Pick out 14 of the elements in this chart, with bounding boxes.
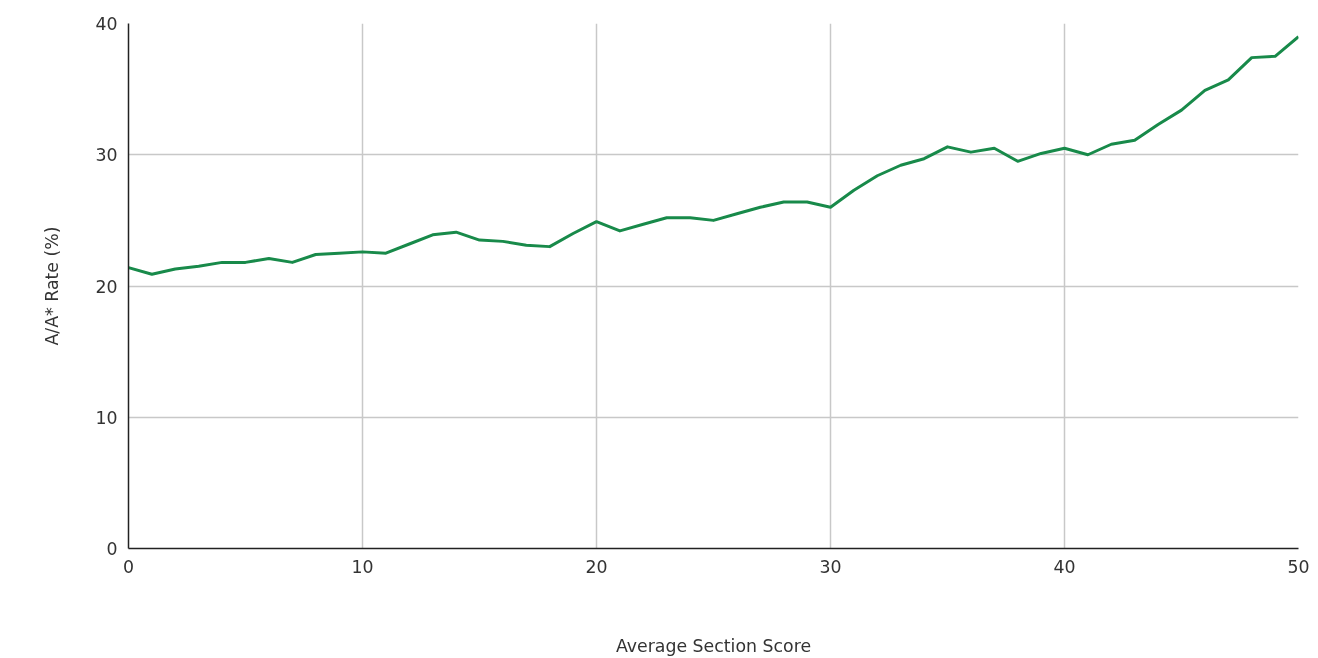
x-axis-title: Average Section Score	[615, 635, 812, 656]
x-tick-label: 30	[819, 556, 842, 577]
x-tick-label: 20	[585, 556, 608, 577]
y-axis-title: A/A* Rate (%)	[42, 226, 63, 346]
y-tick-label: 40	[95, 14, 118, 34]
y-tick-label: 10	[95, 407, 118, 428]
x-tick-label: 0	[122, 556, 135, 577]
line-series	[128, 35, 1299, 276]
x-tick-label: 50	[1287, 556, 1310, 577]
x-tick-label: 10	[351, 556, 374, 577]
y-tick-label: 30	[95, 145, 118, 166]
y-tick-label: 20	[95, 276, 118, 297]
x-tick-label: 40	[1053, 556, 1076, 577]
y-tick-label: 0	[106, 539, 118, 559]
